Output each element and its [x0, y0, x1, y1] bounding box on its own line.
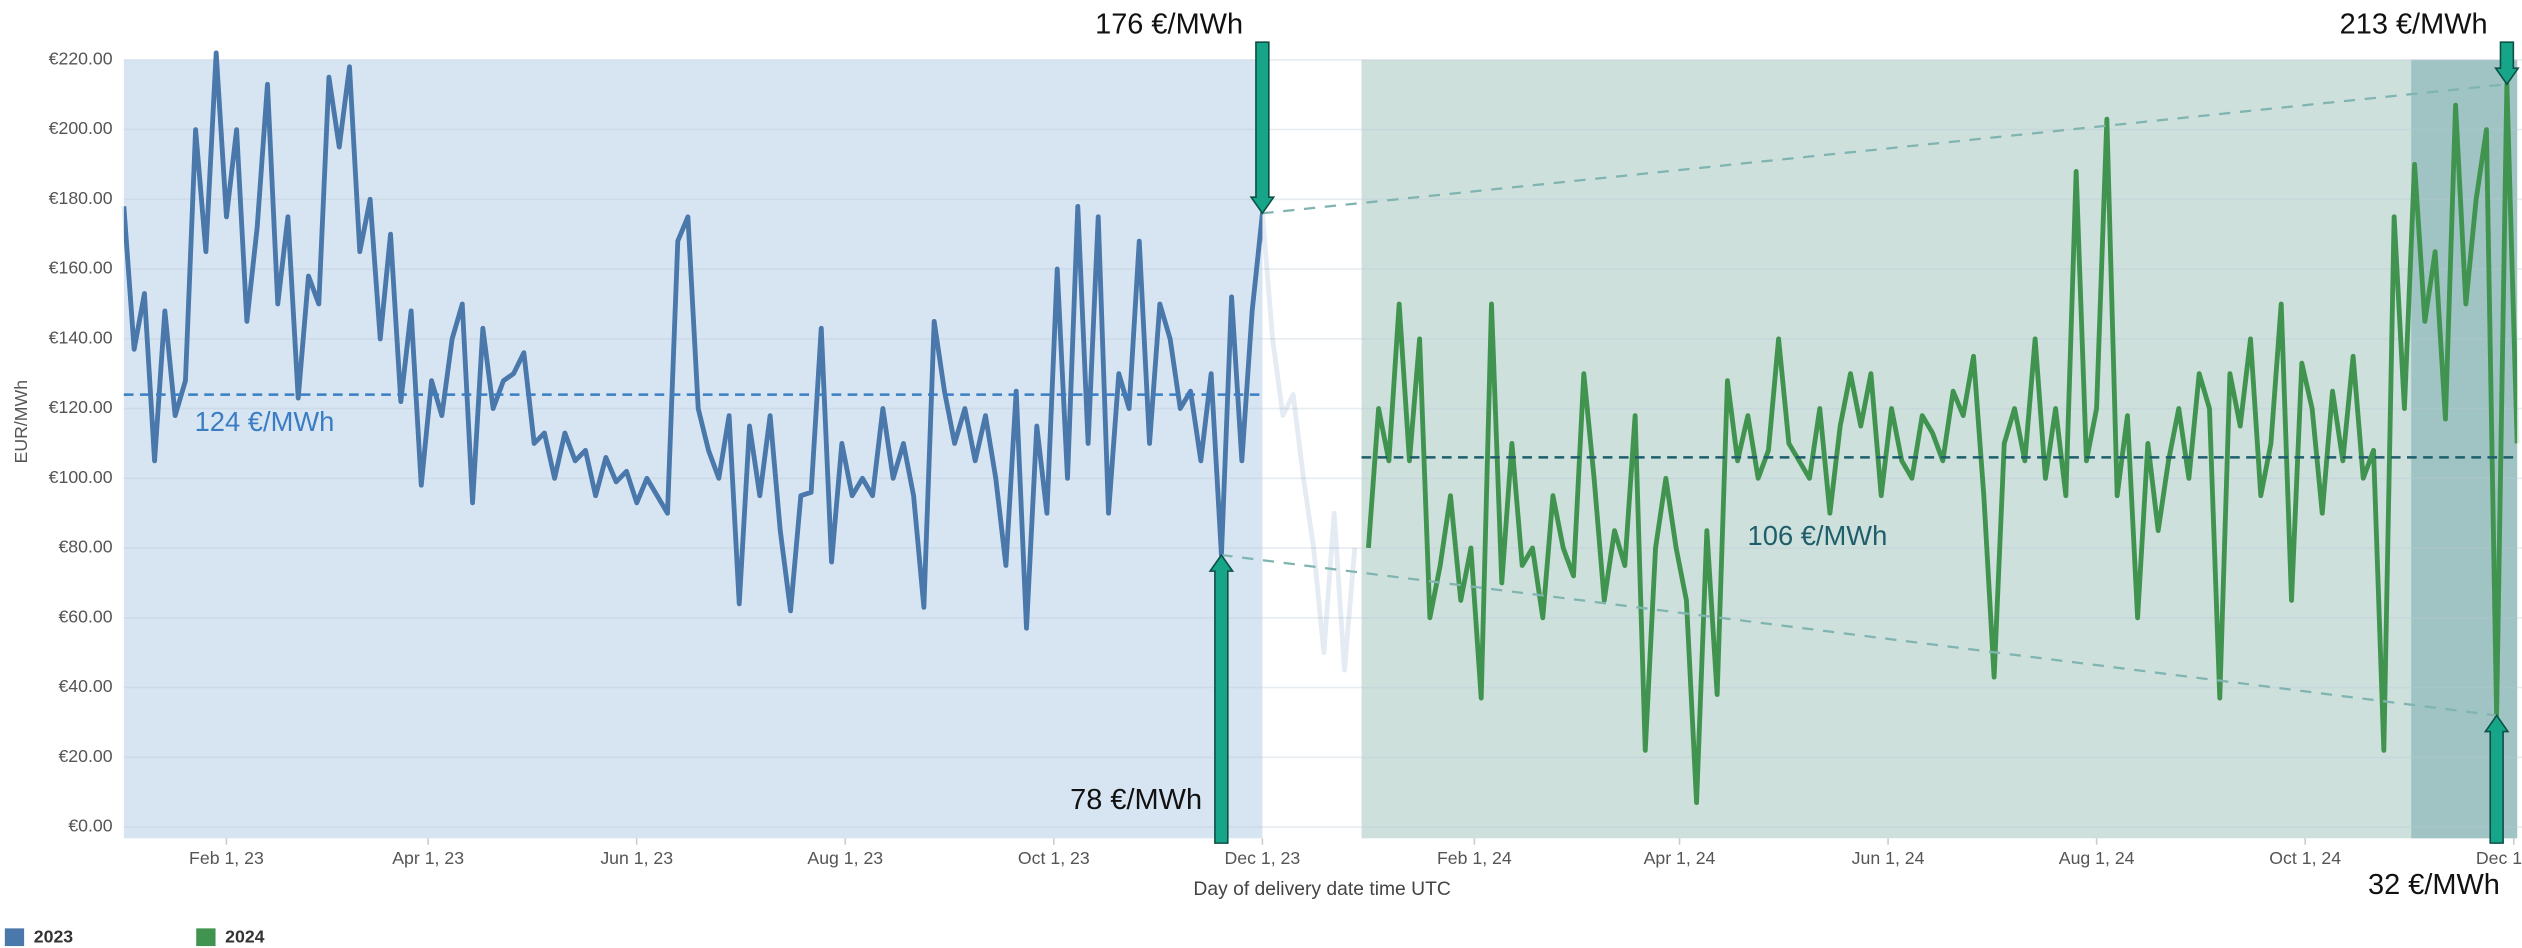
annotation-arrow [1208, 553, 1235, 844]
x-tick-label: Apr 1, 23 [392, 848, 464, 868]
y-tick-label: €160.00 [49, 258, 113, 278]
x-tick-label: Oct 1, 24 [2269, 848, 2341, 868]
series-line-highlighted [1366, 81, 2518, 806]
x-tick-label: Jun 1, 23 [600, 848, 673, 868]
annotation-arrow [2494, 41, 2520, 86]
x-tick-label: Dec 1, 24 [2476, 848, 2522, 868]
annotation-label: 213 €/MWh [2340, 9, 2488, 41]
x-tick-label: Feb 1, 23 [189, 848, 264, 868]
x-tick-label: Jun 1, 24 [1852, 848, 1925, 868]
series-line [123, 50, 1358, 673]
x-tick-label: Feb 1, 24 [1437, 848, 1512, 868]
average-label: 106 €/MWh [1748, 520, 1888, 551]
series-line-highlighted [123, 50, 1358, 673]
y-tick-label: €40.00 [58, 676, 112, 696]
x-tick-label: Aug 1, 23 [807, 848, 883, 868]
y-tick-label: €80.00 [58, 537, 112, 557]
x-tick-label: Dec 1, 23 [1225, 848, 1301, 868]
series-line-group [1366, 81, 2520, 806]
y-tick-label: €120.00 [49, 397, 113, 417]
annotation-arrow [1249, 41, 1276, 215]
x-axis-label: Day of delivery date time UTC [1193, 879, 1450, 900]
y-tick-label: €180.00 [49, 188, 113, 208]
legend-swatch [196, 928, 216, 947]
series-line-group [121, 50, 1358, 673]
x-tick-label: Apr 1, 24 [1644, 848, 1716, 868]
y-tick-label: €0.00 [68, 816, 112, 836]
legend-label: 2024 [225, 927, 265, 947]
x-tick-label: Aug 1, 24 [2059, 848, 2135, 868]
y-axis-label: EUR/MWh [11, 380, 31, 464]
y-tick-label: €100.00 [49, 467, 113, 487]
average-label: 124 €/MWh [195, 406, 335, 437]
series-line [1366, 81, 2518, 806]
annotation-arrow [2483, 714, 2510, 844]
y-tick-label: €140.00 [49, 327, 113, 347]
connector-line [1221, 553, 2497, 717]
annotation-label: 32 €/MWh [2368, 869, 2500, 901]
annotation-label: 176 €/MWh [1095, 9, 1243, 41]
legend-swatch [4, 928, 25, 947]
x-tick-label: Oct 1, 23 [1018, 848, 1090, 868]
annotation-label: 78 €/MWh [1070, 784, 1202, 816]
y-tick-label: €20.00 [58, 746, 112, 766]
y-tick-label: €200.00 [49, 118, 113, 138]
highlight-region [123, 59, 1263, 839]
y-tick-label: €220.00 [49, 49, 113, 69]
legend-label: 2023 [34, 927, 74, 947]
y-tick-label: €60.00 [58, 606, 112, 626]
